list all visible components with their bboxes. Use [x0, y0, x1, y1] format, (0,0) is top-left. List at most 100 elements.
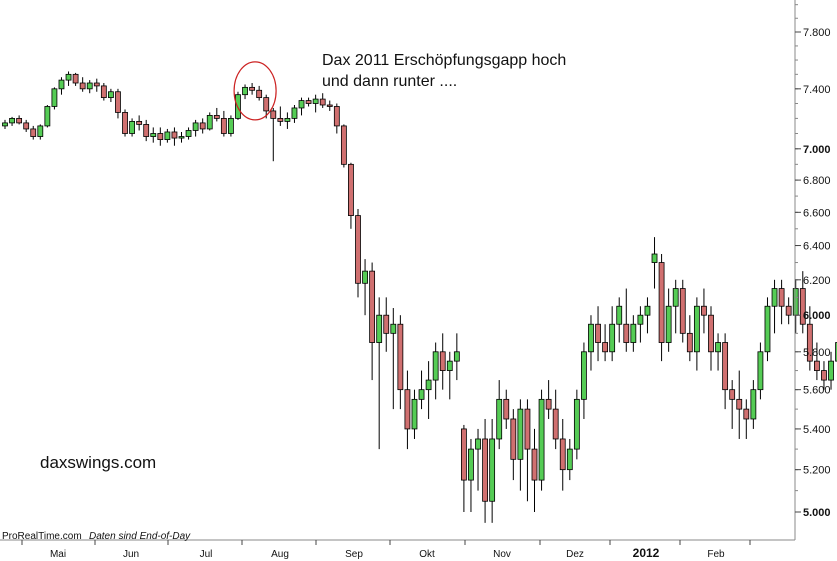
- candle-body: [390, 323, 397, 334]
- candle: [390, 308, 397, 410]
- candle-body: [249, 86, 256, 91]
- data-note-label: Daten sind End-of-Day: [89, 531, 191, 542]
- candle: [552, 389, 559, 450]
- candle-body: [552, 408, 559, 440]
- candle: [722, 333, 729, 410]
- candle-body: [136, 121, 143, 125]
- candle-body: [425, 379, 432, 391]
- y-tick-label: 5.400: [803, 424, 831, 436]
- candle: [701, 288, 707, 334]
- candle: [108, 88, 114, 103]
- candle: [672, 279, 679, 334]
- candle: [263, 94, 270, 119]
- candle-body: [178, 136, 185, 139]
- candle-body: [362, 270, 368, 284]
- candle-body: [701, 305, 707, 316]
- y-tick-label: 6.600: [803, 207, 831, 219]
- candle: [44, 104, 51, 128]
- candle: [609, 306, 616, 362]
- candle: [333, 103, 340, 134]
- candle-body: [256, 89, 263, 99]
- candle-body: [326, 104, 333, 107]
- candle-body: [108, 91, 114, 99]
- candles-layer: [2, 71, 837, 523]
- candle: [51, 87, 58, 110]
- candle: [771, 279, 778, 334]
- candle: [79, 77, 86, 92]
- x-tick-label: Okt: [419, 549, 435, 560]
- candle: [468, 438, 474, 512]
- candle-body: [679, 288, 686, 334]
- candle: [439, 333, 446, 390]
- candle-body: [588, 323, 594, 353]
- candle-body: [298, 100, 305, 109]
- candle-body: [595, 323, 601, 343]
- candle: [362, 259, 368, 316]
- candle: [340, 124, 347, 168]
- candle-body: [65, 73, 72, 81]
- candle-body: [545, 398, 552, 410]
- y-tick-label: 5.600: [803, 385, 831, 397]
- candle: [355, 209, 361, 298]
- candle-body: [284, 117, 291, 122]
- candle-body: [672, 288, 679, 307]
- candle-body: [397, 323, 404, 391]
- candle: [72, 72, 79, 86]
- candle: [799, 271, 806, 334]
- candle-body: [743, 408, 750, 420]
- candle: [192, 119, 199, 137]
- candle: [199, 118, 206, 134]
- candle: [559, 418, 566, 491]
- candle-body: [312, 98, 319, 104]
- candle-body: [51, 88, 58, 107]
- candle-body: [23, 122, 30, 130]
- candle-body: [411, 398, 418, 430]
- candle-body: [242, 86, 248, 96]
- candle-body: [199, 122, 206, 130]
- candle-body: [446, 360, 453, 371]
- candle: [185, 127, 192, 140]
- candle: [750, 380, 757, 429]
- candle-body: [86, 82, 93, 90]
- candle-body: [722, 342, 729, 391]
- candle-body: [729, 389, 736, 400]
- y-tick-label: 5.800: [803, 347, 831, 359]
- candle-body: [439, 351, 446, 371]
- candle-body: [150, 133, 157, 137]
- candle-body: [581, 351, 587, 400]
- candle: [460, 424, 467, 512]
- candle-body: [129, 121, 135, 134]
- candle: [545, 380, 552, 419]
- candle-body: [157, 133, 164, 140]
- candle: [432, 342, 439, 400]
- candle: [93, 78, 100, 92]
- x-tick-label: 2012: [633, 546, 660, 560]
- candle: [9, 116, 15, 126]
- candle-body: [616, 305, 623, 325]
- y-tick-label: 7.000: [803, 144, 831, 156]
- candle-body: [828, 360, 834, 381]
- x-tick-label: Jun: [123, 549, 139, 560]
- candle-body: [510, 418, 517, 460]
- candle: [496, 380, 503, 450]
- candle: [715, 333, 721, 371]
- candle-body: [623, 323, 630, 343]
- candle: [206, 112, 213, 131]
- candle-body: [693, 305, 700, 353]
- candle: [319, 93, 326, 108]
- candle: [291, 104, 298, 123]
- candle-body: [277, 117, 284, 122]
- candle-body: [383, 314, 390, 334]
- candle: [566, 438, 573, 481]
- candle-body: [566, 448, 573, 471]
- candle-body: [531, 448, 538, 481]
- candle-body: [750, 389, 757, 420]
- candle: [616, 297, 623, 343]
- candle-body: [637, 314, 644, 325]
- candle: [503, 389, 510, 429]
- candle: [489, 418, 496, 523]
- candle: [277, 106, 284, 126]
- candle: [100, 83, 107, 101]
- candle: [475, 428, 481, 491]
- candle-body: [93, 82, 100, 87]
